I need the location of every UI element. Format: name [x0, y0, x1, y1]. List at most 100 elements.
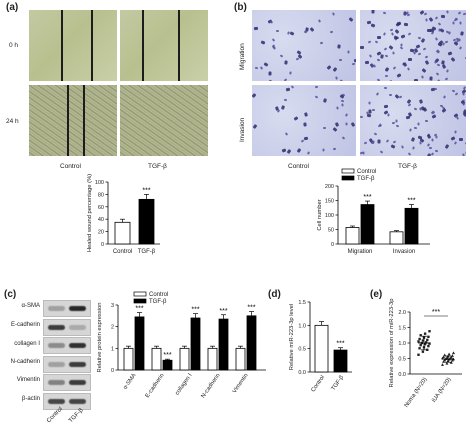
scatter-point-1-14 [442, 355, 446, 359]
col-label-tgf-b: TGF-β [398, 163, 417, 170]
protein-ytick-label: 0 [111, 368, 114, 374]
cellnum-ylabel: Cell number [317, 199, 323, 230]
scatter-point-0-14 [418, 337, 421, 341]
scatter-point-0-10 [425, 341, 428, 344]
scatter-point-1-6 [443, 358, 447, 362]
scatter-point-1-4 [446, 359, 450, 363]
mir-xlabel-0: Control [311, 375, 327, 394]
protein-bar-3-0 [207, 347, 218, 371]
mir-ylabel: Relative miR-223-3p level [289, 304, 295, 370]
transwell-tgf-invasion [360, 85, 466, 156]
scatter-point-0-19 [428, 330, 431, 333]
wound-ytick-label: 100 [95, 180, 104, 186]
protein-bar-4-0 [235, 347, 246, 371]
scatter-point-0-2 [426, 348, 429, 352]
protein-sig-3: *** [219, 308, 227, 315]
mir-xlabel-1: TGF-β [331, 374, 346, 392]
blot-band-3-0 [48, 361, 65, 367]
wound-sig-1: *** [142, 187, 150, 194]
wound-bar-0 [114, 221, 131, 245]
scatter-point-1-12 [445, 356, 449, 360]
protein-xlabel-3: N-cadherin [200, 373, 221, 400]
blot-label-5: β-actin [21, 395, 40, 402]
wound-ylabel: Healed wound percentage (%) [87, 174, 93, 252]
scatter-point-0-18 [423, 332, 427, 335]
blot-band-row-1 [43, 318, 91, 336]
blot-label-1: E-cadherin [10, 321, 40, 328]
scatter-point-1-5 [450, 358, 454, 362]
scatter-point-0-6 [419, 343, 422, 347]
blot-band-1-0 [48, 324, 65, 330]
protein-ytick-label: 1 [111, 346, 114, 352]
cellnum-sig-0: *** [363, 194, 371, 201]
panel-label-c: (c) [4, 289, 17, 300]
col-label-tgf: TGF-β [148, 163, 167, 170]
protein-bar-0-1 [134, 316, 145, 371]
scatter-point-1-16 [450, 354, 454, 357]
cellnum-ytick-label: 50 [328, 228, 334, 234]
wound-image-control-24h [29, 85, 117, 156]
blot-label-3: N-cadherin [10, 358, 40, 365]
scatter-point-1-17 [443, 353, 447, 357]
blot-band-0-0 [48, 306, 65, 311]
row-label-0h: 0 h [9, 42, 19, 49]
wound-ytick-label: 20 [98, 230, 104, 236]
scatter-ytick-label: 0.5 [398, 357, 406, 363]
col-label-control: Control [60, 163, 81, 170]
cellnum-bar-0-0 [345, 227, 360, 245]
scatter-point-1-8 [452, 357, 455, 361]
protein-legend-label-0: Control [149, 292, 168, 298]
protein-sig-4: *** [247, 305, 255, 312]
cellnum-legend-swatch-0 [341, 168, 355, 174]
mir-bar-1 [333, 349, 348, 373]
scatter-ylabel: Relative expression of miR-223-3p [389, 299, 395, 388]
wound-ytick-label: 40 [98, 217, 104, 223]
scatter-xlabel-1: IUA (N=20) [431, 377, 452, 404]
scatter-point-1-11 [441, 356, 444, 360]
blot-band-row-3 [43, 355, 91, 373]
blot-band-0-1 [69, 306, 86, 311]
scatter-point-0-15 [422, 336, 426, 339]
scatter-point-0-12 [421, 339, 425, 342]
transwell-tgf-migration [360, 10, 466, 81]
blot-band-row-2 [43, 337, 91, 354]
scatter-point-0-7 [423, 343, 427, 346]
scatter-point-0-13 [426, 338, 429, 342]
mir-ytick-label: 0.5 [298, 347, 306, 353]
row-label-migration: Migration [239, 43, 246, 70]
panel-label-d: (d) [268, 289, 281, 300]
mir-ytick-label: 0.0 [298, 370, 306, 376]
scatter-point-1-2 [449, 360, 453, 364]
cellnum-legend-swatch-1 [341, 175, 355, 181]
cellnum-bar-1-0 [389, 231, 404, 245]
cellnum-bar-1-1 [404, 207, 419, 245]
scatter-ytick-label: 1.0 [398, 341, 406, 347]
scatter-point-1-13 [449, 355, 453, 359]
cellnum-ytick-label: 150 [325, 199, 334, 205]
panel-label-a: (a) [6, 2, 19, 13]
cellnum-xlabel-0: Migration [348, 249, 373, 255]
blot-band-row-5 [43, 392, 91, 410]
scatter-point-0-9 [420, 341, 423, 345]
protein-legend-swatch-0 [133, 291, 147, 297]
blot-band-3-1 [69, 361, 86, 367]
scatter-point-0-4 [422, 346, 426, 349]
protein-bar-2-0 [179, 347, 190, 371]
blot-col-tgf: TGF-β [68, 407, 85, 425]
scatter-xlabel-0: Noma (N=20) [404, 377, 429, 409]
protein-bar-0-0 [123, 347, 134, 371]
scatter-ytick-label: 2.0 [398, 310, 406, 316]
scatter-point-1-0 [441, 363, 444, 366]
protein-ylabel: Relative protein expression [97, 303, 103, 373]
scatter-point-1-3 [442, 360, 446, 363]
scatter-point-0-17 [419, 334, 422, 337]
scatter-point-0-11 [417, 340, 420, 343]
scatter-point-0-3 [418, 347, 421, 350]
scatter-ytick-label: 0.0 [398, 372, 406, 378]
protein-sig-1: *** [163, 352, 171, 359]
wound-ytick-label: 80 [98, 192, 104, 198]
protein-ytick-label: 2 [111, 325, 114, 331]
wound-ytick-label: 0 [101, 242, 104, 248]
blot-band-row-0 [43, 300, 91, 317]
protein-legend-swatch-1 [133, 298, 147, 304]
